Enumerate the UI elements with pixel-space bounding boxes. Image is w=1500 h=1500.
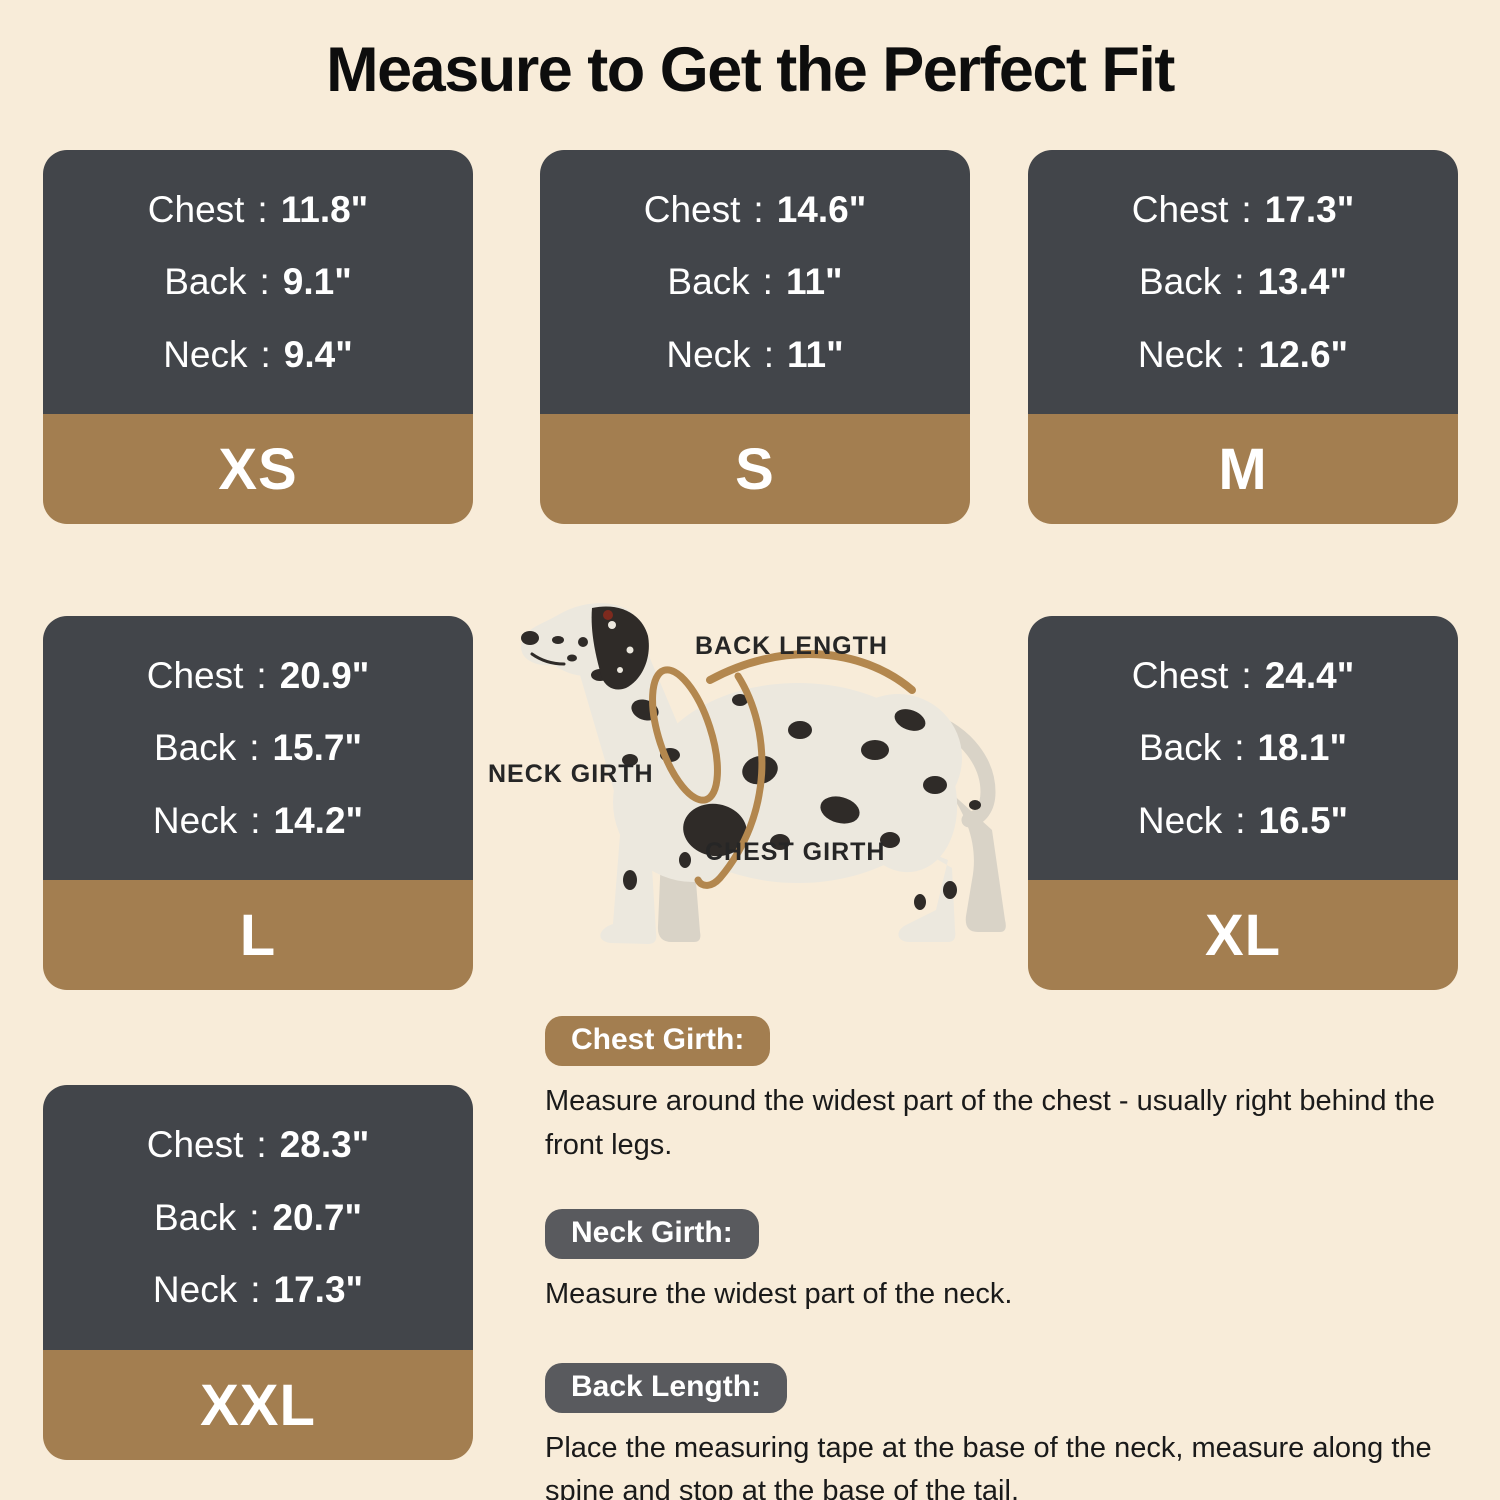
size-badge: L — [43, 880, 473, 990]
dog-far-hind-leg — [948, 790, 1006, 932]
measurements-panel: Chest:28.3" Back:20.7" Neck:17.3" — [43, 1085, 473, 1350]
measurements-panel: Chest:14.6" Back:11" Neck:11" — [540, 150, 970, 414]
neck-measurement: Neck:14.2" — [152, 799, 364, 841]
neck-girth-label: NECK GIRTH — [488, 760, 654, 788]
chest-measurement: Chest:20.9" — [146, 654, 370, 696]
chest-measurement: Chest:17.3" — [1131, 188, 1355, 230]
back-length-label: BACK LENGTH — [695, 632, 888, 660]
chest-girth-tape — [694, 672, 766, 889]
neck-measurement: Neck:17.3" — [152, 1269, 364, 1311]
measuring-instructions: Chest Girth: Measure around the widest p… — [545, 1016, 1475, 1500]
dog-ear — [591, 606, 649, 690]
neck-girth-tape — [649, 666, 721, 804]
size-card-m: Chest:17.3" Back:13.4" Neck:12.6" M — [1028, 150, 1458, 524]
back-length-heading: Back Length: — [545, 1362, 788, 1413]
size-card-s: Chest:14.6" Back:11" Neck:11" S — [540, 150, 970, 524]
measurements-panel: Chest:11.8" Back:9.1" Neck:9.4" — [43, 150, 473, 414]
back-measurement: Back:11" — [667, 261, 843, 302]
measuring-tapes — [649, 650, 916, 889]
chest-measurement: Chest:14.6" — [643, 188, 867, 230]
size-card-xxl: Chest:28.3" Back:20.7" Neck:17.3" XXL — [43, 1085, 473, 1460]
dog-mouth — [530, 652, 566, 666]
neck-measurement: Neck:9.4" — [163, 333, 353, 375]
neck-girth-description: Measure the widest part of the neck. — [545, 1278, 1013, 1310]
measurements-panel: Chest:17.3" Back:13.4" Neck:12.6" — [1028, 150, 1458, 414]
chest-measurement: Chest:24.4" — [1131, 654, 1355, 696]
size-badge: M — [1028, 414, 1458, 524]
size-card-xl: Chest:24.4" Back:18.1" Neck:16.5" XL — [1028, 616, 1458, 990]
size-badge: XL — [1028, 880, 1458, 990]
back-length-tape — [706, 650, 916, 694]
back-measurement: Back:15.7" — [153, 727, 363, 768]
dog-nose — [521, 631, 539, 645]
neck-measurement: Neck:12.6" — [1137, 333, 1349, 375]
size-card-xs: Chest:11.8" Back:9.1" Neck:9.4" XS — [43, 150, 473, 524]
page-title: Measure to Get the Perfect Fit — [326, 35, 1175, 105]
measurements-panel: Chest:24.4" Back:18.1" Neck:16.5" — [1028, 616, 1458, 880]
chest-girth-label: CHEST GIRTH — [705, 838, 886, 866]
head-red-spot — [603, 610, 613, 620]
dog-measuring-diagram: BACK LENGTH NECK GIRTH CHEST GIRTH — [480, 580, 1040, 1010]
neck-girth-heading: Neck Girth: — [545, 1209, 759, 1259]
back-measurement: Back:18.1" — [1138, 727, 1348, 768]
neck-measurement: Neck:11" — [666, 333, 844, 375]
back-length-description: Place the measuring tape at the base of … — [545, 1431, 1432, 1500]
chest-girth-heading: Chest Girth: — [545, 1016, 771, 1066]
size-badge: S — [540, 414, 970, 524]
neck-measurement: Neck:16.5" — [1137, 799, 1349, 841]
size-badge: XXL — [43, 1350, 473, 1460]
measurements-panel: Chest:20.9" Back:15.7" Neck:14.2" — [43, 616, 473, 880]
ear-spots — [608, 621, 634, 673]
chest-measurement: Chest:28.3" — [146, 1123, 370, 1165]
chest-girth-description: Measure around the widest part of the ch… — [545, 1085, 1435, 1161]
size-badge: XS — [43, 414, 473, 524]
back-measurement: Back:13.4" — [1138, 261, 1348, 302]
chest-measurement: Chest:11.8" — [147, 188, 369, 230]
back-measurement: Back:9.1" — [164, 261, 352, 302]
dog-illustration — [521, 603, 1006, 944]
size-card-l: Chest:20.9" Back:15.7" Neck:14.2" L — [43, 616, 473, 990]
back-measurement: Back:20.7" — [153, 1196, 363, 1238]
dog-eye — [578, 637, 588, 647]
